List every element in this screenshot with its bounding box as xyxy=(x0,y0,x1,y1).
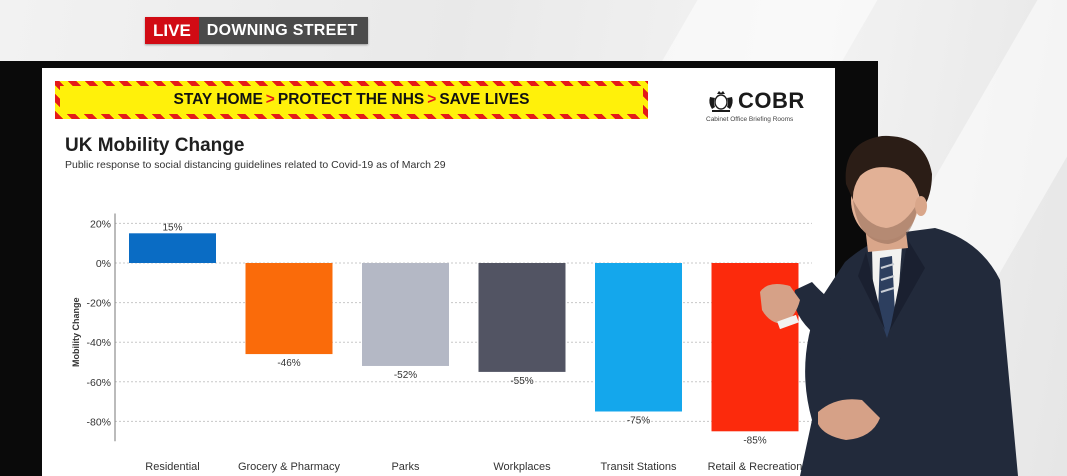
y-axis-label: Mobility Change xyxy=(71,298,81,368)
x-tick-label: Retail & Recreation xyxy=(708,461,803,473)
x-tick-label: Grocery & Pharmacy xyxy=(238,461,341,473)
bar xyxy=(362,263,449,366)
mobility-bar-chart: 20% 0% -20% -40% -60% -80% Mobility Change 15% R… xyxy=(71,213,812,473)
chevron-right-icon: > xyxy=(427,91,437,108)
data-label: -55% xyxy=(510,376,533,387)
bar xyxy=(245,263,333,355)
bar xyxy=(478,263,566,372)
live-bug: LIVE DOWNING STREET xyxy=(145,17,368,44)
bar xyxy=(129,233,216,263)
y-tick-label: -60% xyxy=(86,377,111,389)
data-label: 15% xyxy=(162,222,182,233)
chart-subtitle: Public response to social distancing gui… xyxy=(65,159,446,171)
cobr-subtitle: Cabinet Office Briefing Rooms xyxy=(706,116,794,123)
cobr-logo: COBR Cabinet Office Briefing Rooms xyxy=(706,88,816,128)
y-tick-label: -40% xyxy=(86,337,111,349)
data-label: -46% xyxy=(277,358,300,369)
chevron-right-icon: > xyxy=(265,91,275,108)
bar xyxy=(595,263,682,412)
banner-segment-stay-home: STAY HOME xyxy=(173,91,263,108)
live-tag: LIVE xyxy=(145,17,199,44)
y-tick-label: 20% xyxy=(90,218,111,230)
x-tick-label: Residential xyxy=(145,461,199,473)
y-tick-label: -80% xyxy=(86,416,111,428)
banner-segment-protect-nhs: PROTECT THE NHS xyxy=(277,91,425,108)
data-label: -52% xyxy=(394,370,417,381)
banner-text: STAY HOME > PROTECT THE NHS > SAVE LIVES xyxy=(60,86,643,114)
x-tick-label: Transit Stations xyxy=(600,461,677,473)
slide: STAY HOME > PROTECT THE NHS > SAVE LIVES… xyxy=(42,68,835,476)
y-tick-label: 0% xyxy=(96,258,111,270)
data-label: -85% xyxy=(743,435,766,446)
cobr-wordmark: COBR xyxy=(738,88,805,113)
x-tick-label: Workplaces xyxy=(493,461,551,473)
stay-home-banner: STAY HOME > PROTECT THE NHS > SAVE LIVES xyxy=(55,81,648,119)
data-label: -75% xyxy=(627,416,650,427)
x-tick-label: Parks xyxy=(391,461,420,473)
banner-segment-save-lives: SAVE LIVES xyxy=(439,91,530,108)
y-tick-label: -20% xyxy=(86,298,111,310)
location-label: DOWNING STREET xyxy=(198,17,368,44)
royal-crest-icon xyxy=(709,91,733,112)
chart-title: UK Mobility Change xyxy=(65,135,245,156)
